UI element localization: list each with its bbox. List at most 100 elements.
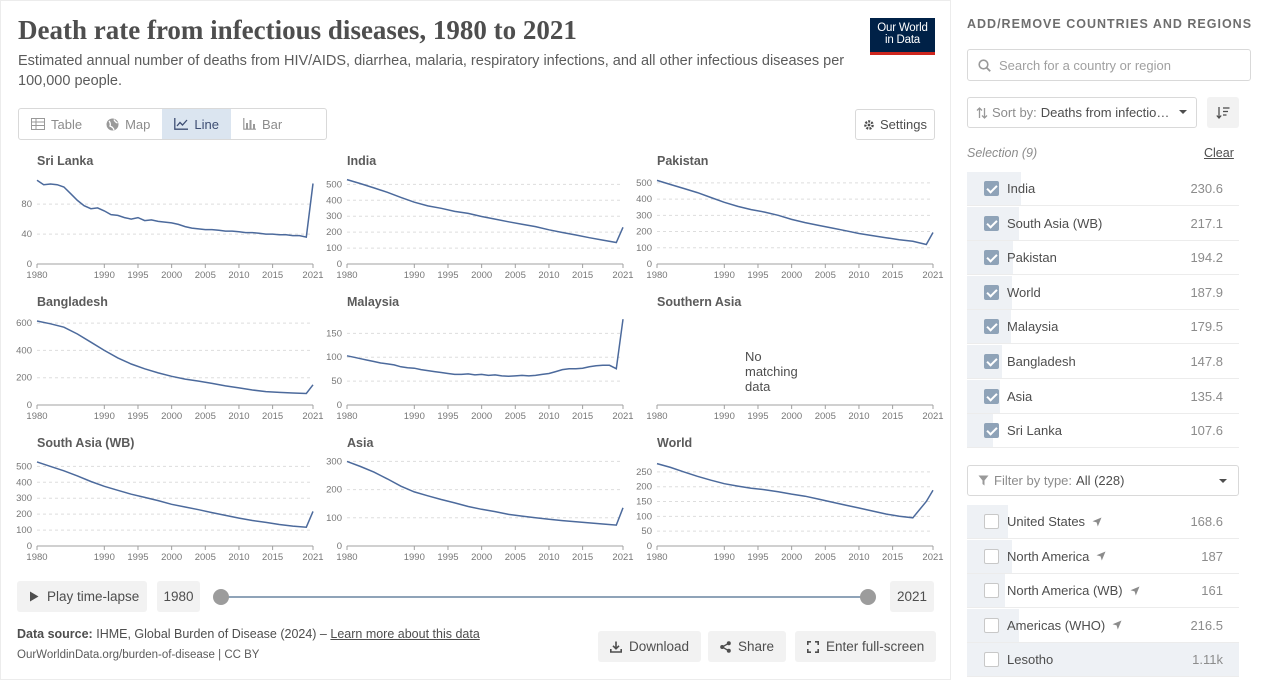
entity-row[interactable]: Americas (WHO) 216.5 (967, 608, 1239, 643)
entity-value: 135.4 (1190, 388, 1223, 404)
entity-value: 168.6 (1190, 514, 1223, 529)
y-tick-label: 300 (16, 493, 32, 504)
x-tick-label: 2021 (922, 411, 943, 422)
end-year-handle[interactable] (860, 589, 876, 605)
entity-checkbox[interactable] (984, 388, 999, 404)
y-tick-label: 0 (337, 541, 342, 552)
series-line[interactable] (346, 460, 624, 526)
x-tick-label: 1980 (336, 552, 357, 563)
location-arrow-icon (1096, 551, 1106, 561)
source-text: IHME, Global Burden of Disease (2024) – (96, 627, 331, 641)
entity-row[interactable]: Malaysia 179.5 (967, 310, 1239, 345)
learn-more-link[interactable]: Learn more about this data (330, 627, 480, 641)
settings-button[interactable]: Settings (855, 109, 935, 140)
panel-title: Bangladesh (37, 295, 108, 309)
sort-arrows-icon (976, 106, 988, 119)
end-year[interactable]: 2021 (890, 581, 934, 612)
logo-line-1: Our World (877, 22, 928, 34)
x-tick-label: 2010 (848, 270, 869, 281)
chevron-down-icon (1179, 110, 1187, 114)
clear-selection-link[interactable]: Clear (1204, 146, 1234, 160)
line-chart-icon (174, 118, 189, 130)
series-line[interactable] (656, 462, 934, 519)
entity-checkbox[interactable] (984, 617, 999, 633)
x-tick-label: 2000 (781, 411, 802, 422)
entity-name: South Asia (WB) (1007, 215, 1103, 231)
series-line[interactable] (346, 178, 624, 244)
filter-icon (978, 475, 989, 486)
share-button[interactable]: Share (708, 631, 787, 662)
x-tick-label: 2021 (302, 552, 323, 563)
sort-order-button[interactable] (1207, 97, 1239, 128)
x-tick-label: 1995 (127, 411, 148, 422)
x-tick-label: 2010 (848, 552, 869, 563)
entity-row[interactable]: Pakistan 194.2 (967, 241, 1239, 276)
fullscreen-button[interactable]: Enter full-screen (795, 631, 937, 662)
panel-title: World (657, 436, 693, 450)
filter-type-dropdown[interactable]: Filter by type: All (228) (967, 465, 1239, 496)
x-tick-label: 1990 (404, 552, 425, 563)
entity-row[interactable]: World 187.9 (967, 275, 1239, 310)
x-tick-label: 1980 (336, 270, 357, 281)
entity-row[interactable]: North America (WB) 161 (967, 574, 1239, 609)
entity-checkbox[interactable] (984, 215, 999, 231)
entity-name: North America (1007, 548, 1090, 564)
download-button[interactable]: Download (598, 631, 702, 662)
data-source: Data source: IHME, Global Burden of Dise… (17, 627, 480, 641)
entity-checkbox[interactable] (984, 548, 999, 564)
sort-dropdown[interactable]: Sort by: Deaths from infectio… (967, 97, 1197, 128)
tab-line[interactable]: Line (162, 109, 231, 139)
entity-row[interactable]: Lesotho 1.11k (967, 643, 1239, 678)
series-line[interactable] (36, 461, 314, 528)
tab-bar[interactable]: Bar (231, 109, 294, 139)
source-url[interactable]: OurWorldinData.org/burden-of-disease | C… (17, 649, 260, 661)
series-line[interactable] (36, 179, 314, 239)
entity-row[interactable]: Asia 135.4 (967, 379, 1239, 414)
entity-row[interactable]: India 230.6 (967, 172, 1239, 206)
start-year-handle[interactable] (213, 589, 229, 605)
entity-checkbox[interactable] (984, 423, 999, 439)
location-arrow-icon (1112, 620, 1122, 630)
search-placeholder: Search for a country or region (999, 57, 1171, 73)
entity-checkbox[interactable] (984, 354, 999, 369)
charts-svg: 1980 1990 1995 2000 2005 2010 2015 202104080198… (16, 178, 943, 563)
tab-map-label: Map (125, 116, 151, 132)
tab-table[interactable]: Table (19, 109, 94, 139)
entity-checkbox[interactable] (984, 181, 999, 196)
entity-checkbox[interactable] (984, 652, 999, 668)
entity-checkbox[interactable] (984, 583, 999, 599)
x-tick-label: 2000 (471, 411, 492, 422)
entity-row[interactable]: United States 168.6 (967, 505, 1239, 539)
series-line[interactable] (346, 319, 624, 378)
entity-checkbox[interactable] (984, 250, 999, 266)
timeline: Play time-lapse 1980 2021 (17, 581, 934, 612)
tab-table-label: Table (51, 116, 83, 132)
start-year[interactable]: 1980 (157, 581, 200, 612)
series-line[interactable] (656, 179, 934, 246)
filter-label: Filter by type: (994, 473, 1073, 488)
entity-row[interactable]: South Asia (WB) 217.1 (967, 206, 1239, 241)
y-tick-label: 0 (337, 259, 342, 270)
timeline-track[interactable] (221, 596, 868, 598)
x-tick-label: 2000 (161, 411, 182, 422)
x-tick-label: 1990 (94, 411, 115, 422)
tab-map[interactable]: Map (94, 109, 162, 139)
entity-checkbox[interactable] (984, 514, 999, 529)
owid-logo[interactable]: Our World in Data (870, 18, 935, 55)
x-tick-label: 2021 (302, 411, 323, 422)
entity-row[interactable]: Sri Lanka 107.6 (967, 414, 1239, 449)
search-input[interactable]: Search for a country or region (967, 49, 1251, 81)
play-timelapse-button[interactable]: Play time-lapse (17, 581, 147, 612)
x-tick-label: 2021 (612, 411, 633, 422)
x-tick-label: 2000 (471, 270, 492, 281)
entity-row[interactable]: Bangladesh 147.8 (967, 345, 1239, 379)
entity-row[interactable]: North America 187 (967, 539, 1239, 574)
y-tick-label: 500 (16, 461, 32, 472)
entity-checkbox[interactable] (984, 284, 999, 300)
series-line[interactable] (36, 320, 314, 395)
y-tick-label: 100 (326, 352, 342, 363)
x-tick-label: 1980 (336, 411, 357, 422)
x-tick-label: 1990 (404, 270, 425, 281)
download-icon (610, 641, 622, 653)
entity-checkbox[interactable] (984, 319, 999, 335)
